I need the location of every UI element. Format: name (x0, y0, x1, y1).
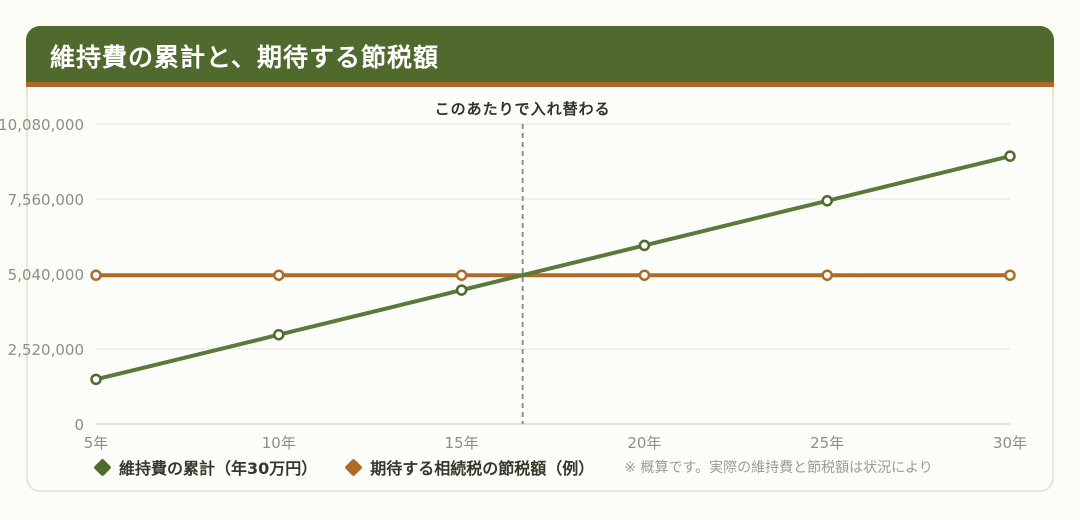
y-tick-label: 0 (74, 416, 84, 434)
x-tick-label: 5年 (84, 434, 109, 452)
y-tick-label: 2,520,000 (8, 341, 84, 359)
chart-note: ※ 概算です。実際の維持費と節税額は状況により (624, 460, 933, 476)
data-point (821, 195, 833, 207)
data-point (273, 269, 285, 281)
x-tick-label: 30年 (993, 434, 1027, 452)
legend-marker-maintenance (93, 457, 112, 477)
data-point (1004, 150, 1016, 162)
y-tick-label: 7,560,000 (8, 191, 84, 209)
data-point (90, 269, 102, 281)
legend-label-maintenance: 維持費の累計（年30万円） (119, 459, 318, 478)
x-tick-label: 10年 (262, 434, 296, 452)
y-tick-label: 5,040,000 (8, 266, 84, 284)
x-tick-label: 20年 (627, 434, 661, 452)
x-tick-label: 25年 (810, 434, 844, 452)
data-point (455, 284, 468, 296)
x-tick-label: 15年 (445, 434, 479, 452)
chart-title: 維持費の累計と、期待する節税額 (50, 43, 440, 72)
data-point (455, 269, 468, 281)
legend-marker-tax-saving (344, 457, 363, 477)
legend-item-maintenance: 維持費の累計（年30万円） (93, 455, 318, 479)
data-point (821, 269, 833, 281)
data-point (638, 239, 651, 252)
legend-item-tax-saving: 期待する相続税の節税額（例） (344, 455, 595, 479)
chart-card (26, 26, 1054, 492)
legend: 維持費の累計（年30万円） 期待する相続税の節税額（例） ※ 概算です。実際の維… (93, 455, 933, 479)
legend-label-tax-saving: 期待する相続税の節税額（例） (370, 459, 595, 478)
series-line (95, 154, 1011, 382)
data-point (1004, 269, 1016, 281)
data-point (638, 269, 651, 281)
y-tick-label: 10,080,000 (0, 116, 84, 134)
chart-header: 維持費の累計と、期待する節税額 (26, 26, 1054, 87)
data-point (273, 328, 285, 341)
data-point (90, 373, 102, 386)
crossover-label: このあたりで入れ替わる (435, 100, 611, 118)
